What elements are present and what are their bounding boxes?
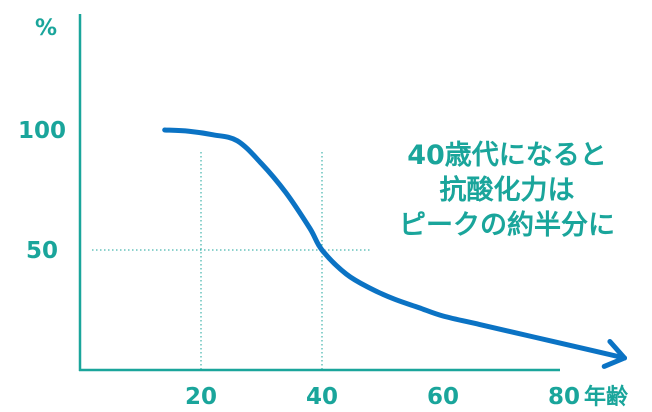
- y-axis-label: %: [35, 16, 57, 41]
- annotation-line-1: 40歳代になると: [407, 140, 607, 171]
- x-tick-label-40: 40: [306, 384, 338, 410]
- annotation-line-3: ピークの約半分に: [399, 210, 615, 241]
- y-tick-label-50: 50: [26, 238, 58, 264]
- axes: [78, 14, 560, 372]
- series-layer: [162, 127, 627, 369]
- x-tick-label-80: 80: [548, 384, 580, 410]
- x-axis-label: 年齢: [584, 384, 629, 410]
- tick-labels: 20 40 60 80 50 100: [18, 118, 580, 410]
- annotation-callout: 40歳代になると 抗酸化力は ピークの約半分に: [372, 138, 642, 243]
- x-tick-label-60: 60: [427, 384, 459, 410]
- y-tick-label-100: 100: [18, 118, 66, 144]
- annotation-line-2: 抗酸化力は: [439, 175, 575, 206]
- series-line-0: [162, 127, 627, 361]
- series-arrowhead-0: [601, 339, 627, 369]
- guide-lines: [92, 152, 370, 370]
- x-tick-label-20: 20: [185, 384, 217, 410]
